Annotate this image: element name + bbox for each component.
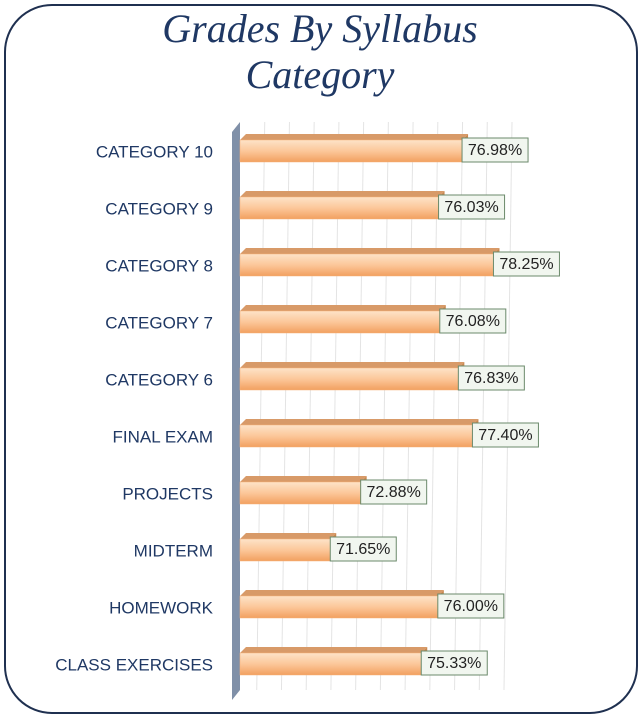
bar-top (240, 191, 445, 197)
bar-top (240, 590, 444, 596)
value-label: 76.08% (446, 313, 500, 330)
value-label-box (438, 194, 506, 220)
value-label-box (329, 536, 397, 562)
bar (239, 424, 473, 448)
bar (239, 196, 439, 220)
category-label: CLASS EXERCISES (55, 655, 213, 674)
value-label-box (360, 479, 428, 505)
value-label-box (457, 365, 525, 391)
category-label: PROJECTS (122, 484, 213, 503)
bar-top (240, 419, 479, 425)
value-label: 76.83% (464, 370, 518, 387)
category-label: CATEGORY 8 (105, 256, 213, 275)
value-label-box (439, 308, 507, 334)
value-label: 76.98% (468, 142, 522, 159)
value-label: 75.33% (427, 655, 481, 672)
bar (239, 139, 463, 163)
value-label-box (437, 593, 505, 619)
bar-top (240, 362, 465, 368)
bar (239, 481, 361, 505)
category-label: CATEGORY 9 (105, 199, 213, 218)
category-label: FINAL EXAM (113, 427, 213, 446)
value-label-box (420, 650, 488, 676)
value-label: 76.03% (444, 199, 498, 216)
chart-title: Grades By Syllabus Category (162, 6, 478, 97)
value-label-box (471, 422, 539, 448)
bar (239, 538, 331, 562)
bar (239, 310, 441, 334)
value-label: 77.40% (478, 427, 532, 444)
bar-top (240, 134, 469, 140)
bar (239, 367, 459, 391)
value-label: 78.25% (499, 256, 553, 273)
bar-top (240, 476, 367, 482)
bar-top (240, 248, 500, 254)
bar (239, 595, 439, 619)
value-label-box (461, 137, 529, 163)
bar-top (240, 647, 428, 653)
bar (239, 253, 494, 277)
guide-line (503, 121, 513, 691)
category-label: HOMEWORK (109, 598, 214, 617)
axis-wall (232, 122, 240, 700)
category-label: CATEGORY 7 (105, 313, 213, 332)
bar-top (240, 305, 446, 311)
category-label: CATEGORY 6 (105, 370, 213, 389)
value-label: 71.65% (336, 541, 390, 558)
bar-top (240, 533, 337, 539)
value-label: 72.88% (367, 484, 421, 501)
bar (239, 652, 422, 676)
value-label: 76.00% (444, 598, 498, 615)
category-label: MIDTERM (134, 541, 213, 560)
value-label-box (492, 251, 560, 277)
category-label: CATEGORY 10 (96, 142, 213, 161)
